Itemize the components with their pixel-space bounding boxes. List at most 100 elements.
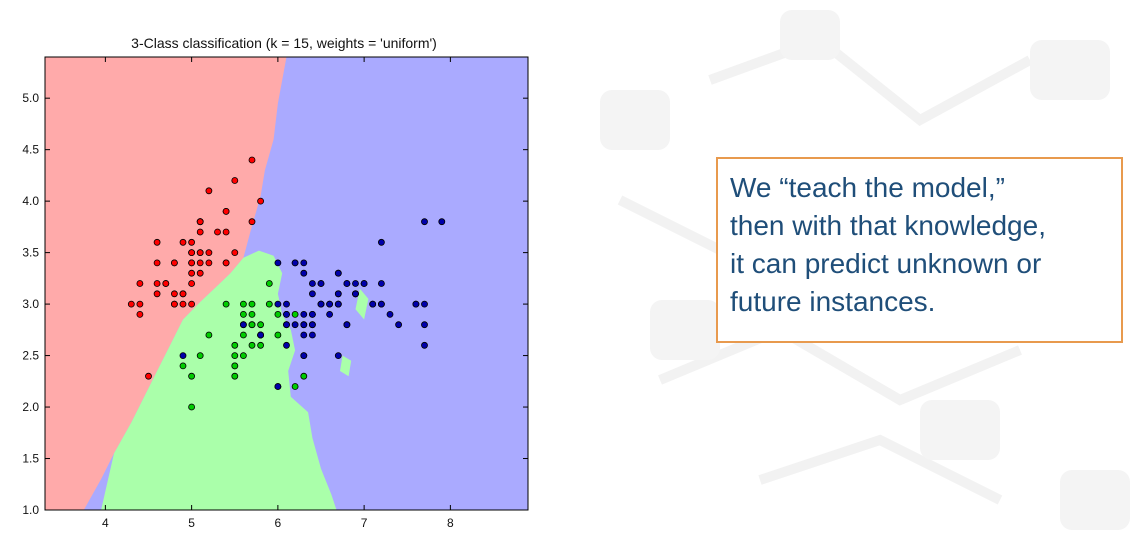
x-axis: 4 5 6 7 8	[102, 57, 454, 530]
y-tick-label: 4.0	[22, 194, 39, 208]
scatter-point	[274, 300, 282, 308]
scatter-point	[317, 280, 325, 287]
scatter-point	[377, 300, 385, 308]
scatter-point	[274, 331, 282, 339]
scatter-point	[300, 269, 308, 277]
blue-islands	[340, 288, 369, 377]
y-tick-label: 1.0	[22, 503, 39, 517]
scatter-point	[136, 280, 144, 287]
region-green-island	[340, 355, 352, 377]
scatter-point	[214, 228, 221, 236]
scatter-point	[257, 321, 265, 329]
scatter-point	[170, 300, 178, 308]
scatter-point	[179, 352, 187, 360]
scatter-point	[239, 321, 247, 329]
scatter-point	[421, 218, 428, 226]
scatter-point	[196, 269, 204, 277]
scatter-point	[248, 321, 256, 329]
scatter-point	[360, 280, 368, 287]
scatter-point	[308, 280, 316, 287]
scatter-point	[300, 321, 308, 329]
y-tick-label: 4.5	[22, 143, 39, 157]
callout-line: future instances.	[730, 286, 936, 317]
scatter-point	[257, 331, 265, 339]
scatter-point	[153, 259, 161, 267]
scatter-point	[231, 341, 239, 349]
scatter-point	[257, 197, 265, 205]
scatter-point	[248, 156, 256, 164]
scatter-point	[386, 310, 394, 318]
scatter-point	[291, 310, 299, 318]
scatter-point	[308, 331, 316, 339]
scatter-point	[153, 280, 161, 287]
scatter-point	[179, 238, 187, 246]
scatter-point	[326, 300, 334, 308]
scatter-point	[145, 372, 152, 380]
scatter-point	[136, 300, 144, 308]
scatter-point	[196, 259, 204, 267]
scatter-point	[196, 249, 204, 257]
y-tick-label: 2.5	[22, 349, 39, 363]
scatter-point	[179, 290, 187, 298]
scatter-point	[239, 352, 247, 360]
scatter-point	[421, 300, 428, 308]
scatter-point	[300, 259, 308, 267]
scatter-point	[308, 290, 316, 298]
scatter-point	[188, 403, 196, 411]
scatter-point	[231, 177, 239, 184]
scatter-point	[308, 310, 316, 318]
scatter-point	[205, 259, 213, 267]
scatter-point	[300, 310, 308, 318]
scatter-point	[421, 341, 428, 349]
scatter-point	[343, 280, 351, 287]
scatter-point	[196, 218, 204, 226]
scatter-point	[343, 321, 351, 329]
scatter-point	[231, 372, 239, 380]
scatter-point	[257, 341, 265, 349]
points-layer	[127, 156, 446, 411]
scatter-point	[170, 290, 178, 298]
scatter-point	[153, 238, 161, 246]
scatter-point	[283, 341, 290, 349]
scatter-point	[205, 331, 213, 339]
x-tick-label: 4	[102, 516, 109, 530]
scatter-point	[231, 249, 239, 257]
scatter-point	[352, 290, 359, 298]
chart-title: 3-Class classification (k = 15, weights …	[131, 35, 437, 51]
scatter-point	[222, 259, 230, 267]
scatter-point	[377, 280, 385, 287]
scatter-point	[317, 300, 325, 308]
knn-classification-chart: 3-Class classification (k = 15, weights …	[0, 0, 560, 547]
scatter-point	[300, 372, 308, 380]
scatter-point	[300, 352, 308, 360]
scatter-point	[188, 300, 196, 308]
scatter-point	[231, 362, 239, 370]
scatter-point	[205, 187, 213, 195]
x-tick-label: 6	[275, 516, 282, 530]
scatter-point	[291, 259, 299, 267]
scatter-point	[291, 321, 299, 329]
scatter-point	[248, 218, 256, 226]
y-tick-label: 2.0	[22, 400, 39, 414]
scatter-point	[274, 310, 282, 318]
y-tick-label: 3.5	[22, 246, 39, 260]
scatter-point	[308, 321, 316, 329]
scatter-point	[222, 228, 230, 236]
callout-line: then with that knowledge,	[730, 210, 1046, 241]
background-decoration	[600, 10, 1130, 530]
scatter-point	[222, 300, 230, 308]
scatter-point	[248, 341, 256, 349]
scatter-point	[179, 362, 187, 370]
chart-svg: 3-Class classification (k = 15, weights …	[22, 35, 529, 530]
scatter-point	[170, 259, 178, 267]
scatter-point	[127, 300, 135, 308]
scatter-point	[188, 280, 196, 287]
scatter-point	[188, 259, 196, 267]
scatter-point	[412, 300, 420, 308]
scatter-point	[352, 280, 359, 287]
scatter-point	[334, 269, 342, 277]
y-tick-label: 1.5	[22, 452, 39, 466]
scatter-point	[188, 372, 196, 380]
scatter-point	[239, 310, 247, 318]
scatter-point	[231, 352, 239, 360]
